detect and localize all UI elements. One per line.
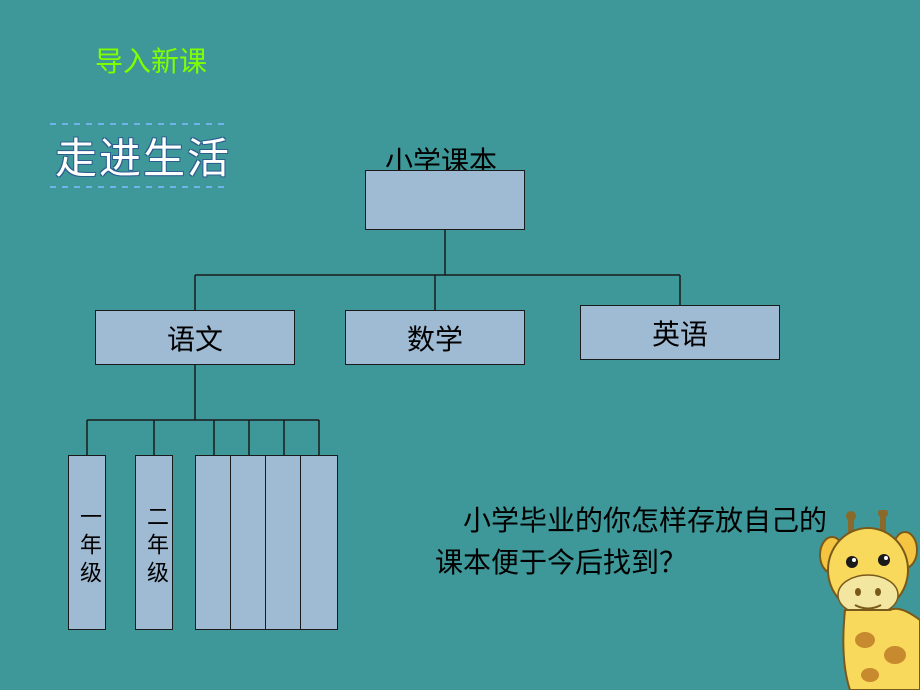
grade-box: 一年级 [68,455,106,630]
slide-heading: 走进生活 [55,125,231,186]
grade-box [300,455,338,630]
subject-box: 语文 [95,310,295,365]
root-box [365,170,525,230]
grade-box: 二年级 [135,455,173,630]
giraffe-decoration [810,510,920,690]
grade-box [265,455,303,630]
grade-box [195,455,233,630]
slide-section-label: 导入新课 [95,40,207,80]
subject-box: 数学 [345,310,525,365]
question-text: 小学毕业的你怎样存放自己的课本便于今后找到？ [435,500,835,584]
grade-box [230,455,268,630]
subject-box: 英语 [580,305,780,360]
